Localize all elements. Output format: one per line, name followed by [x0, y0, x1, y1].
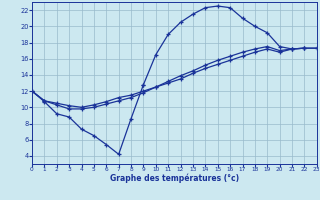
X-axis label: Graphe des températures (°c): Graphe des températures (°c)	[110, 174, 239, 183]
